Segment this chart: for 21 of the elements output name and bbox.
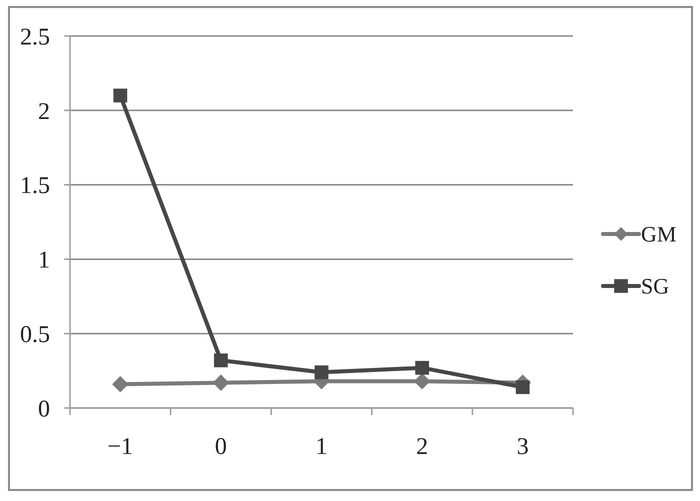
x-tick-label: 1 [316,434,328,460]
point [314,365,328,380]
y-tick-label: 1 [38,248,50,274]
y-tick-label: 2.5 [20,24,50,50]
point [113,88,128,102]
y-tick-label: 0 [38,396,50,422]
point [212,374,230,391]
x-tick-label: 3 [516,434,529,460]
point [112,376,128,392]
y-tick-label: 0.5 [20,322,50,348]
point [214,353,228,368]
y-tick-label: 2 [38,98,50,125]
x-tick-label: 0 [214,434,227,460]
x-tick-label: 2 [416,434,428,460]
point [516,380,530,394]
point [415,360,429,375]
legend-label: GM [641,222,676,247]
y-tick-label: 1.5 [20,173,50,200]
legend-label: SG [641,274,670,299]
x-tick-label: −1 [108,434,134,460]
point [414,373,430,390]
